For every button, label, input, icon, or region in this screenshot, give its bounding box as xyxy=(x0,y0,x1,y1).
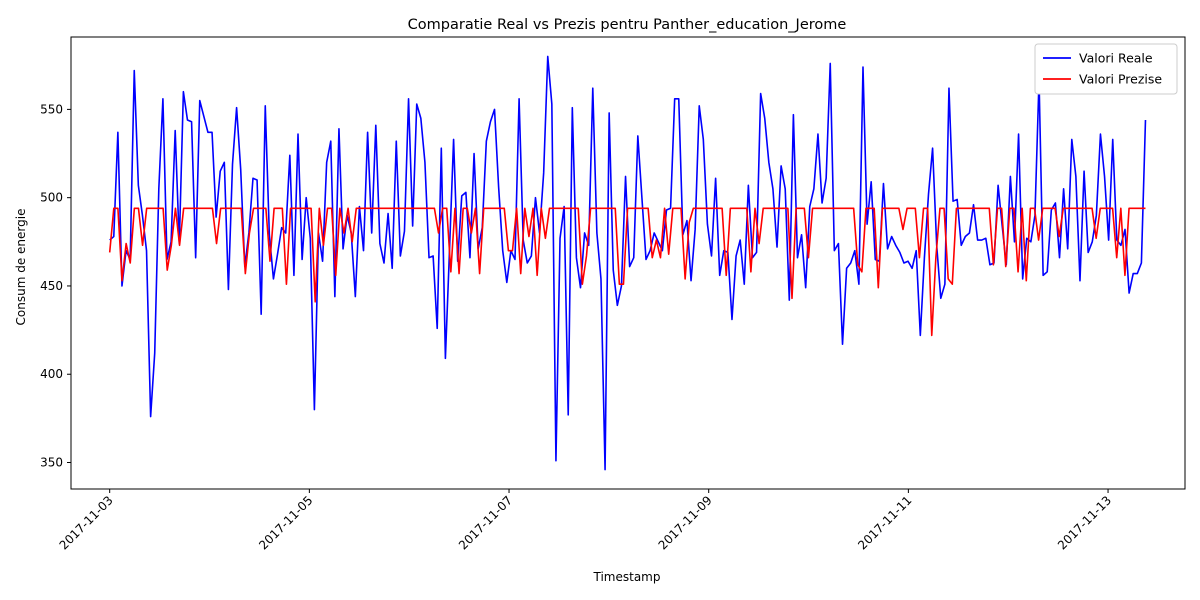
y-tick-label: 550 xyxy=(40,102,63,116)
y-axis: 350 400 450 500 550 xyxy=(40,102,71,470)
legend-label: Valori Prezise xyxy=(1079,72,1162,87)
plot-frame xyxy=(70,36,1186,490)
y-tick-label: 350 xyxy=(40,456,63,470)
legend: Valori Reale Valori Prezise xyxy=(1034,43,1178,95)
series-line-predicted xyxy=(108,207,1146,337)
x-axis-label: Timestamp xyxy=(593,570,661,584)
plot-area xyxy=(70,36,1186,490)
legend-label: Valori Reale xyxy=(1079,51,1153,66)
series-layer xyxy=(108,55,1147,471)
y-tick-label: 400 xyxy=(40,367,63,381)
legend-box xyxy=(1034,43,1178,95)
chart-title: Comparatie Real vs Prezis pentru Panther… xyxy=(408,17,847,33)
y-tick-label: 500 xyxy=(40,191,63,205)
y-tick-label: 450 xyxy=(40,279,63,293)
y-axis-label: Consum de energie xyxy=(14,209,28,326)
